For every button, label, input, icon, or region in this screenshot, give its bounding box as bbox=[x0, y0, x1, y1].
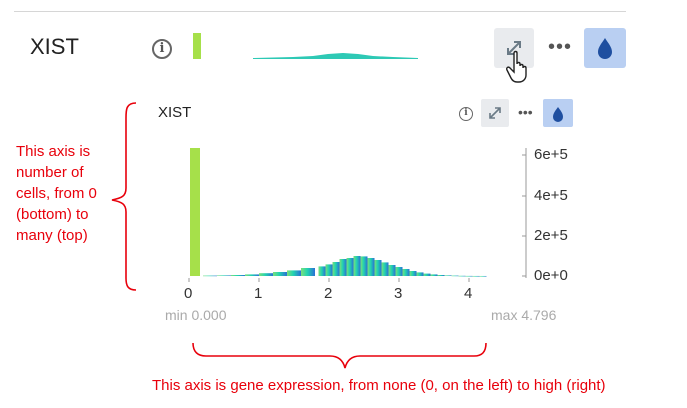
x-tick-label: 2 bbox=[324, 285, 333, 302]
x-tick-label: 3 bbox=[394, 285, 403, 302]
histogram-bar bbox=[339, 259, 347, 276]
histogram-bar bbox=[273, 272, 287, 276]
hand-pointer-icon bbox=[506, 50, 527, 83]
droplet-icon bbox=[553, 107, 563, 122]
histogram-bar bbox=[287, 270, 301, 276]
info-icon[interactable]: i bbox=[152, 39, 172, 59]
histogram-bar bbox=[325, 264, 333, 276]
mini-histogram bbox=[193, 33, 418, 59]
y-tick-label: 6e+5 bbox=[534, 146, 568, 163]
histogram-bar bbox=[381, 262, 389, 276]
histogram-gene-name: XIST bbox=[158, 104, 192, 121]
histogram-bar bbox=[388, 265, 396, 276]
x-tick-label: 1 bbox=[254, 285, 263, 302]
histogram-bar bbox=[259, 273, 273, 276]
histogram-bar bbox=[231, 275, 245, 276]
histogram-bar bbox=[458, 275, 466, 277]
histogram-bar bbox=[430, 274, 438, 276]
histogram-bar bbox=[423, 273, 431, 276]
x-tick-label: 0 bbox=[184, 285, 193, 302]
histogram-bar bbox=[217, 275, 231, 276]
histogram-bar bbox=[353, 256, 361, 276]
color-button[interactable] bbox=[584, 28, 626, 68]
min-label: min 0.000 bbox=[165, 307, 227, 323]
histogram-bar bbox=[451, 275, 459, 277]
expand-arrows-icon bbox=[507, 41, 521, 55]
histogram-bar bbox=[479, 275, 487, 277]
mini-distribution bbox=[253, 53, 418, 59]
histogram-bar bbox=[190, 148, 200, 276]
histogram-bar bbox=[409, 271, 417, 276]
x-tick-label: 4 bbox=[464, 285, 473, 302]
expand-button-small[interactable] bbox=[481, 99, 509, 127]
y-axis-annotation: This axis is number of cells, from 0 (bo… bbox=[16, 143, 97, 244]
histogram-bar bbox=[245, 274, 259, 276]
histogram-bar bbox=[360, 256, 368, 276]
histogram-bar bbox=[203, 275, 217, 277]
histogram-bar bbox=[346, 258, 354, 276]
histogram-bar bbox=[402, 269, 410, 276]
mini-bar-zero bbox=[193, 33, 201, 59]
histogram-bar bbox=[437, 275, 445, 276]
histogram-bar bbox=[395, 267, 403, 276]
gene-name: XIST bbox=[30, 34, 79, 59]
histogram-bar bbox=[374, 260, 382, 276]
histogram-bar bbox=[367, 258, 375, 276]
histogram-bar bbox=[472, 275, 480, 277]
y-tick-label: 4e+5 bbox=[534, 187, 568, 204]
x-bracket bbox=[192, 342, 487, 369]
histogram-bar bbox=[332, 262, 340, 276]
more-button-small[interactable]: ••• bbox=[518, 104, 533, 120]
color-button-small[interactable] bbox=[543, 99, 573, 127]
x-axis-annotation: This axis is gene expression, from none … bbox=[152, 377, 606, 394]
droplet-icon bbox=[598, 38, 612, 59]
histogram-bar bbox=[416, 272, 424, 276]
histogram-bar bbox=[301, 268, 315, 276]
y-bracket bbox=[111, 102, 137, 291]
histogram-bar bbox=[465, 275, 473, 277]
histogram-bar bbox=[444, 275, 452, 276]
info-icon-small[interactable]: i bbox=[459, 107, 473, 121]
top-divider bbox=[14, 11, 626, 12]
more-button[interactable]: ••• bbox=[548, 36, 573, 58]
y-tick-label: 0e+0 bbox=[534, 267, 568, 284]
histogram-bar bbox=[318, 266, 326, 276]
max-label: max 4.796 bbox=[491, 307, 557, 323]
expand-arrows-icon bbox=[489, 107, 501, 119]
y-tick-label: 2e+5 bbox=[534, 227, 568, 244]
